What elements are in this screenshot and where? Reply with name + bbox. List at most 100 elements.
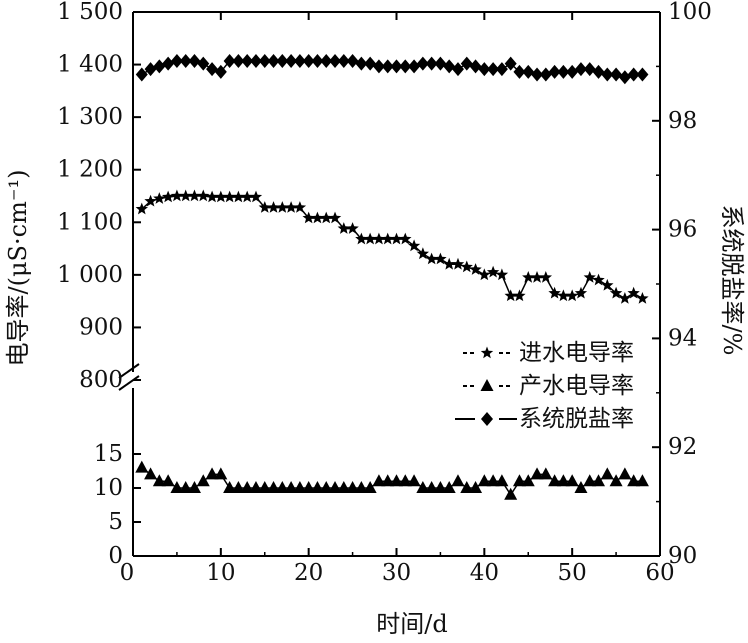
data-point-product-conductivity — [460, 481, 474, 493]
data-point-feed-conductivity — [214, 190, 227, 203]
data-point-product-conductivity — [635, 474, 649, 487]
data-point-product-conductivity — [170, 481, 184, 493]
data-point-product-conductivity — [556, 474, 570, 487]
data-point-salt-rejection — [434, 56, 447, 71]
data-point-feed-conductivity — [618, 292, 631, 304]
data-point-product-conductivity — [565, 474, 579, 487]
data-point-salt-rejection — [258, 53, 271, 68]
data-point-feed-conductivity — [302, 211, 315, 224]
y-right-tick-label: 90 — [668, 543, 697, 569]
data-point-product-conductivity — [161, 474, 175, 487]
x-tick-label: 60 — [645, 560, 674, 586]
data-point-feed-conductivity — [583, 271, 596, 283]
data-point-product-conductivity — [240, 481, 254, 493]
data-point-salt-rejection — [329, 53, 342, 68]
data-point-product-conductivity — [592, 474, 606, 487]
data-point-feed-conductivity — [284, 201, 298, 213]
data-point-feed-conductivity — [390, 232, 403, 245]
data-point-product-conductivity — [223, 481, 237, 493]
data-point-salt-rejection — [135, 67, 148, 82]
data-point-feed-conductivity — [223, 190, 236, 203]
legend-marker-feed-conductivity — [480, 346, 494, 359]
data-point-salt-rejection — [232, 53, 245, 68]
data-point-feed-conductivity — [328, 211, 342, 224]
data-point-salt-rejection — [144, 62, 157, 77]
x-tick-label: 50 — [558, 560, 587, 586]
x-axis-title: 时间/d — [376, 610, 447, 638]
data-point-feed-conductivity — [293, 201, 307, 213]
data-point-salt-rejection — [179, 53, 192, 68]
data-point-product-conductivity — [135, 460, 149, 473]
data-point-product-conductivity — [205, 467, 219, 480]
data-point-feed-conductivity — [179, 189, 192, 202]
x-tick-labels: 0 10 20 30 40 50 60 — [120, 560, 675, 586]
data-point-salt-rejection — [346, 53, 359, 68]
data-point-feed-conductivity — [249, 190, 263, 203]
data-point-feed-conductivity — [241, 190, 254, 203]
data-point-feed-conductivity — [486, 265, 500, 278]
data-point-product-conductivity — [214, 467, 228, 480]
legend-marker-product-conductivity — [480, 379, 494, 391]
data-point-salt-rejection — [539, 67, 552, 82]
data-point-feed-conductivity — [522, 271, 535, 283]
data-point-salt-rejection — [197, 56, 210, 71]
data-point-feed-conductivity — [504, 289, 517, 302]
x-tick-label: 20 — [294, 560, 323, 586]
data-point-feed-conductivity — [144, 194, 157, 207]
data-point-product-conductivity — [179, 481, 193, 493]
data-point-feed-conductivity — [443, 257, 456, 270]
data-point-product-conductivity — [152, 474, 166, 487]
y-left-tick-labels: 800 900 1 000 1 100 1 200 1 300 1 400 1 500 0 5 10… — [57, 0, 123, 569]
data-point-feed-conductivity — [530, 271, 544, 283]
data-point-product-conductivity — [337, 481, 351, 493]
data-point-product-conductivity — [486, 474, 500, 487]
data-point-feed-conductivity — [364, 232, 377, 245]
y-right-tick-label: 92 — [668, 434, 697, 460]
data-point-product-conductivity — [381, 474, 395, 487]
data-point-salt-rejection — [460, 56, 473, 71]
data-point-product-conductivity — [310, 481, 324, 493]
data-point-product-conductivity — [196, 474, 210, 487]
series-line-feed-conductivity — [141, 195, 643, 300]
data-point-salt-rejection — [548, 64, 561, 79]
data-point-salt-rejection — [355, 56, 368, 71]
data-point-salt-rejection — [320, 53, 333, 68]
data-point-salt-rejection — [276, 53, 289, 68]
data-point-feed-conductivity — [381, 232, 394, 245]
data-point-feed-conductivity — [425, 252, 438, 265]
data-point-feed-conductivity — [539, 271, 552, 283]
data-point-feed-conductivity — [232, 190, 245, 203]
data-point-salt-rejection — [566, 64, 579, 79]
data-point-feed-conductivity — [469, 263, 482, 275]
data-point-feed-conductivity — [372, 232, 386, 245]
data-point-salt-rejection — [478, 62, 491, 77]
data-point-product-conductivity — [416, 481, 430, 493]
data-point-feed-conductivity — [337, 222, 350, 234]
data-point-product-conductivity — [477, 474, 491, 487]
data-point-feed-conductivity — [258, 201, 271, 213]
data-point-product-conductivity — [521, 474, 535, 487]
data-point-salt-rejection — [170, 53, 183, 68]
series-line-product-conductivity — [141, 467, 643, 497]
data-point-product-conductivity — [407, 474, 421, 487]
data-point-salt-rejection — [372, 59, 385, 74]
x-tick-label: 40 — [470, 560, 499, 586]
data-point-product-conductivity — [433, 481, 447, 493]
data-point-salt-rejection — [487, 62, 500, 77]
data-point-feed-conductivity — [557, 289, 570, 302]
data-point-salt-rejection — [399, 59, 412, 74]
data-point-feed-conductivity — [434, 252, 447, 265]
data-point-salt-rejection — [223, 53, 236, 68]
y-right-tick-label: 94 — [668, 325, 697, 351]
data-point-product-conductivity — [442, 481, 456, 493]
y-left-tick-label: 1 500 — [57, 0, 123, 25]
data-point-salt-rejection — [495, 62, 508, 77]
data-point-salt-rejection — [337, 53, 350, 68]
y-right-tick-label: 96 — [668, 217, 697, 243]
data-point-product-conductivity — [267, 481, 281, 493]
y-left-tick-label: 1 400 — [57, 52, 123, 78]
data-point-product-conductivity — [390, 474, 403, 487]
legend-label-product-conductivity: 产水电导率 — [519, 373, 634, 399]
data-point-feed-conductivity — [267, 201, 280, 213]
data-point-salt-rejection — [267, 53, 280, 68]
